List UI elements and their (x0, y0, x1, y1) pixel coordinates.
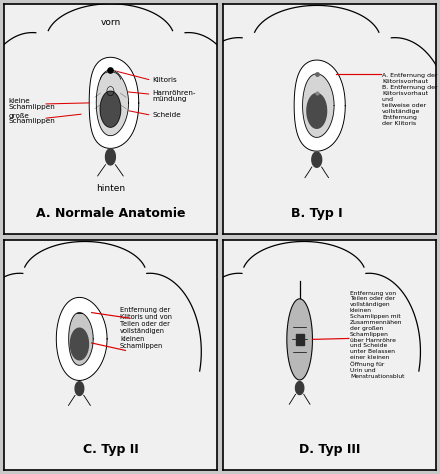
Polygon shape (96, 70, 128, 136)
Polygon shape (296, 382, 304, 394)
Text: Entfernung der
Klitoris und von
Teilen oder der
vollständigen
kleinen
Schamlippe: Entfernung der Klitoris und von Teilen o… (120, 307, 172, 349)
Text: A. Entfernung der
Klitorisvorhaut
B. Entfernung der
Klitorisvorhaut
und
teilweis: A. Entfernung der Klitorisvorhaut B. Ent… (382, 73, 438, 126)
Text: D. Typ III: D. Typ III (299, 443, 360, 456)
Polygon shape (75, 382, 84, 395)
Polygon shape (100, 91, 121, 127)
Polygon shape (294, 60, 345, 151)
Polygon shape (312, 152, 322, 167)
Polygon shape (69, 312, 93, 365)
Text: Schamlippen: Schamlippen (9, 104, 55, 110)
Polygon shape (106, 149, 115, 165)
Text: B. Typ I: B. Typ I (291, 207, 343, 220)
Text: Klitoris: Klitoris (152, 77, 177, 83)
Text: Harnröhren-
mündung: Harnröhren- mündung (152, 90, 196, 102)
Text: C. Typ II: C. Typ II (83, 443, 138, 456)
Polygon shape (303, 74, 334, 137)
Polygon shape (296, 334, 304, 345)
Text: Scheide: Scheide (152, 112, 181, 118)
Text: hinten: hinten (96, 184, 125, 193)
Text: vorn: vorn (100, 18, 121, 27)
Polygon shape (287, 299, 312, 380)
Text: kleine: kleine (9, 98, 31, 104)
Polygon shape (70, 328, 88, 360)
Polygon shape (56, 297, 107, 381)
Text: Entfernung von
Teilen oder der
vollständigen
kleinen
Schamlippen mit
Zusammennäh: Entfernung von Teilen oder der vollständ… (350, 291, 404, 379)
Polygon shape (89, 57, 139, 148)
Text: große: große (9, 112, 30, 118)
Polygon shape (307, 93, 326, 128)
Text: A. Normale Anatomie: A. Normale Anatomie (36, 207, 185, 220)
Text: Schamlippen: Schamlippen (9, 118, 55, 125)
